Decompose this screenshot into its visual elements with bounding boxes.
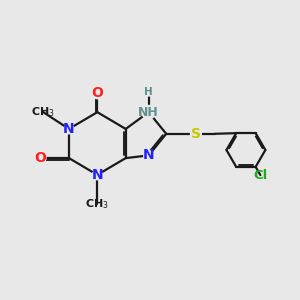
Text: O: O [34,151,46,165]
Text: S: S [191,127,201,141]
Text: Cl: Cl [253,169,268,182]
Text: N: N [143,148,154,162]
Text: H: H [144,87,153,97]
Circle shape [92,88,103,99]
Text: N: N [92,168,103,182]
Circle shape [144,151,154,160]
Circle shape [35,153,46,164]
Text: CH$_3$: CH$_3$ [32,105,55,119]
Circle shape [190,128,201,139]
Text: N: N [63,122,75,136]
Circle shape [145,88,153,96]
Text: NH: NH [138,106,159,119]
Text: CH$_3$: CH$_3$ [85,197,109,211]
Circle shape [64,124,74,134]
Text: O: O [92,86,103,100]
Circle shape [142,105,155,119]
Circle shape [92,170,102,180]
